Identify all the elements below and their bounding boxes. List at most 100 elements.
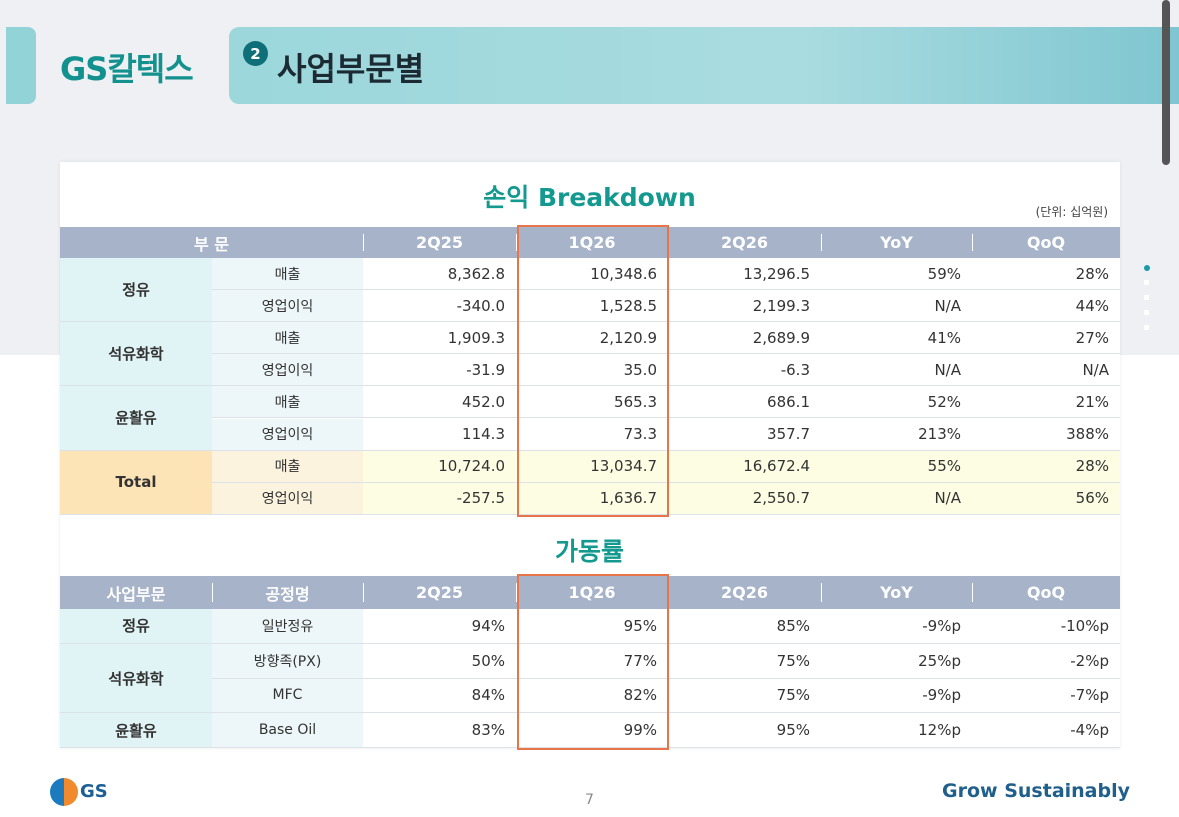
column-header: QoQ — [972, 576, 1120, 609]
segment-cell: 석유화학 — [60, 643, 212, 714]
item-cell: 일반정유 — [212, 609, 363, 644]
value-cell: 50% — [363, 643, 516, 679]
value-cell: 56% — [972, 482, 1120, 515]
value-cell: 82% — [516, 678, 668, 714]
highlight-box — [517, 225, 669, 517]
brand: GS칼텍스 — [60, 50, 194, 88]
header-divider — [363, 234, 364, 251]
header-divider — [516, 583, 517, 602]
column-header: YoY — [821, 576, 972, 609]
value-cell: 52% — [821, 386, 972, 419]
value-cell: N/A — [821, 354, 972, 387]
value-cell: 25%p — [821, 643, 972, 679]
segment-cell: 윤활유 — [60, 713, 212, 748]
column-header: 2Q25 — [363, 227, 516, 258]
value-cell: -340.0 — [363, 290, 516, 323]
section-title: 사업부문별 — [277, 50, 425, 88]
item-cell: 영업이익 — [212, 418, 363, 451]
value-cell: 213% — [821, 418, 972, 451]
value-cell: 10,724.0 — [363, 450, 516, 483]
segment-cell: 정유 — [60, 609, 212, 644]
value-cell: 12%p — [821, 713, 972, 748]
column-header: 부 문 — [60, 227, 363, 258]
column-header: 공정명 — [212, 576, 363, 609]
value-cell: 21% — [972, 386, 1120, 419]
item-cell: Base Oil — [212, 713, 363, 748]
column-header: 1Q26 — [516, 227, 668, 258]
value-cell: N/A — [821, 290, 972, 323]
value-cell: -9%p — [821, 678, 972, 714]
value-cell: 75% — [668, 678, 821, 714]
item-cell: 매출 — [212, 322, 363, 355]
value-cell: 114.3 — [363, 418, 516, 451]
value-cell: -7%p — [972, 678, 1120, 714]
value-cell: 28% — [972, 450, 1120, 483]
dot — [1144, 265, 1150, 271]
value-cell: 99% — [516, 713, 668, 748]
logo-text: GS — [80, 781, 108, 802]
item-cell: 매출 — [212, 258, 363, 291]
value-cell: 1,636.7 — [516, 482, 668, 515]
value-cell: 565.3 — [516, 386, 668, 419]
value-cell: 1,528.5 — [516, 290, 668, 323]
value-cell: -4%p — [972, 713, 1120, 748]
value-cell: 1,909.3 — [363, 322, 516, 355]
column-header: QoQ — [972, 227, 1120, 258]
value-cell: 16,672.4 — [668, 450, 821, 483]
value-cell: 452.0 — [363, 386, 516, 419]
item-cell: 영업이익 — [212, 354, 363, 387]
table-title: 손익 Breakdown — [483, 183, 696, 212]
value-cell: 2,120.9 — [516, 322, 668, 355]
value-cell: 357.7 — [668, 418, 821, 451]
value-cell: 73.3 — [516, 418, 668, 451]
value-cell: 13,034.7 — [516, 450, 668, 483]
header-divider — [972, 234, 973, 251]
column-header: 2Q25 — [363, 576, 516, 609]
header-divider — [212, 583, 213, 602]
value-cell: -2%p — [972, 643, 1120, 679]
header-divider — [972, 583, 973, 602]
header-divider — [363, 583, 364, 602]
value-cell: 84% — [363, 678, 516, 714]
value-cell: 77% — [516, 643, 668, 679]
page-number: 7 — [585, 792, 594, 808]
value-cell: 41% — [821, 322, 972, 355]
segment-cell: 정유 — [60, 258, 212, 323]
value-cell: -257.5 — [363, 482, 516, 515]
value-cell: 28% — [972, 258, 1120, 291]
value-cell: N/A — [821, 482, 972, 515]
value-cell: -9%p — [821, 609, 972, 644]
value-cell: 55% — [821, 450, 972, 483]
header-divider — [516, 234, 517, 251]
segment-cell: 석유화학 — [60, 322, 212, 387]
unit-note: (단위: 십억원) — [1035, 205, 1108, 219]
column-header: YoY — [821, 227, 972, 258]
value-cell: 388% — [972, 418, 1120, 451]
header-divider — [821, 234, 822, 251]
value-cell: 686.1 — [668, 386, 821, 419]
value-cell: 10,348.6 — [516, 258, 668, 291]
value-cell: 95% — [668, 713, 821, 748]
value-cell: 13,296.5 — [668, 258, 821, 291]
logo-mark — [50, 778, 78, 806]
column-header: 2Q26 — [668, 227, 821, 258]
value-cell: 95% — [516, 609, 668, 644]
header-divider — [821, 583, 822, 602]
value-cell: -10%p — [972, 609, 1120, 644]
highlight-box — [517, 574, 669, 750]
item-cell: 매출 — [212, 450, 363, 483]
value-cell: 75% — [668, 643, 821, 679]
value-cell: 59% — [821, 258, 972, 291]
value-cell: 2,199.3 — [668, 290, 821, 323]
item-cell: 매출 — [212, 386, 363, 419]
value-cell: 35.0 — [516, 354, 668, 387]
table-title: 가동률 — [554, 537, 624, 566]
section-number: 2 — [243, 41, 268, 66]
slogan: Grow Sustainably — [942, 780, 1130, 802]
dots — [1144, 280, 1149, 335]
value-cell: 94% — [363, 609, 516, 644]
value-cell: -31.9 — [363, 354, 516, 387]
value-cell: 44% — [972, 290, 1120, 323]
value-cell: 85% — [668, 609, 821, 644]
